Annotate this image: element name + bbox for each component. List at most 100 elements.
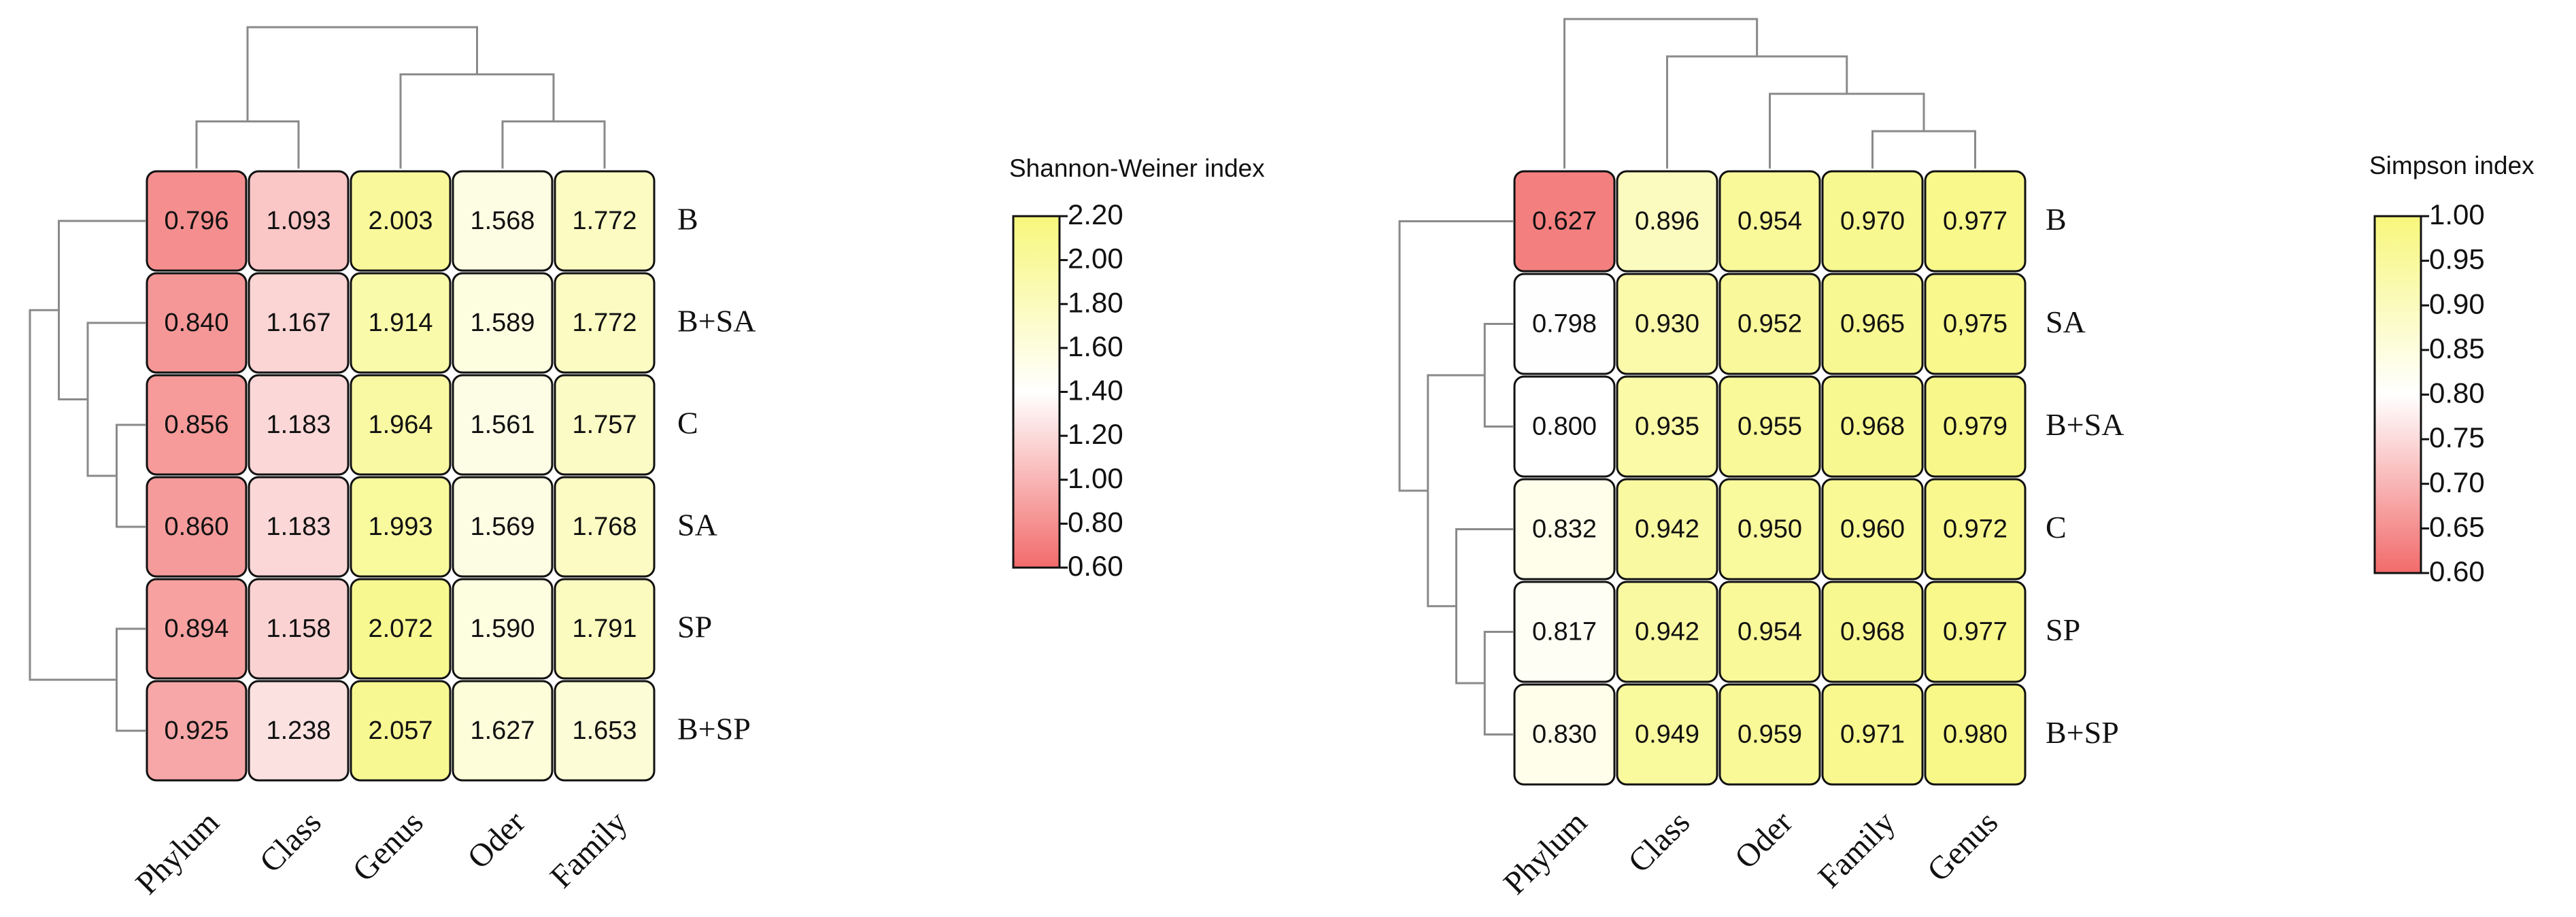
shannon-cell-value: 1.561	[470, 411, 535, 439]
simpson-colorbar	[2373, 215, 2422, 574]
simpson-cell-value: 0.977	[1943, 207, 2007, 236]
shannon-cell-SP-Phylum	[146, 578, 248, 680]
simpson-cell-value: 0.942	[1635, 515, 1699, 544]
simpson-cell-value: 0.942	[1635, 618, 1699, 646]
simpson-cell-value: 0.800	[1532, 413, 1597, 441]
shannon-cell-C-Oder	[452, 374, 554, 476]
simpson-cell-C-Family	[1821, 478, 1924, 581]
simpson-column-label: Class	[1621, 804, 1697, 880]
simpson-legend-title: Simpson index	[2369, 152, 2535, 179]
simpson-cell-B+SP-Phylum	[1513, 683, 1616, 786]
simpson-cell-value: 0.955	[1738, 413, 1802, 441]
simpson-cell-B+SA-Class	[1616, 375, 1718, 478]
shannon-cell-SP-Genus	[350, 578, 452, 680]
simpson-cell-SP-Family	[1821, 581, 1924, 683]
shannon-cell-value: 1.183	[266, 513, 331, 541]
shannon-cell-value: 0.856	[164, 411, 228, 439]
shannon-cell-B-Genus	[350, 170, 452, 272]
simpson-cell-value: 0.935	[1635, 413, 1699, 441]
shannon-cell-B+SP-Family	[554, 680, 656, 782]
shannon-colorbar-tick-label: 1.40	[1068, 375, 1123, 406]
simpson-cell-C-Genus	[1924, 478, 2027, 581]
shannon-column-label: Class	[253, 804, 328, 880]
simpson-cell-value: 0.832	[1532, 515, 1597, 544]
shannon-cell-C-Phylum	[146, 374, 248, 476]
shannon-cell-value: 2.003	[368, 207, 433, 235]
simpson-cell-C-Class	[1616, 478, 1718, 581]
shannon-cell-C-Genus	[350, 374, 452, 476]
simpson-col-dendrogram-branch-2	[1666, 55, 1848, 169]
simpson-cell-B-Genus	[1924, 170, 2027, 273]
shannon-cell-B+SA-Family	[554, 272, 656, 374]
shannon-cell-B-Class	[248, 170, 350, 272]
simpson-cell-SP-Class	[1616, 581, 1718, 683]
shannon-cell-value: 1.590	[470, 615, 535, 643]
simpson-colorbar-tick-label: 0.85	[2429, 332, 2485, 364]
shannon-cell-value: 0.796	[164, 207, 228, 235]
shannon-cell-value: 1.589	[470, 309, 535, 337]
simpson-cell-B+SA-Phylum	[1513, 375, 1616, 478]
shannon-cell-value: 1.183	[266, 411, 331, 439]
simpson-cell-B+SA-Oder	[1718, 375, 1821, 478]
shannon-row-label: B	[677, 202, 698, 237]
shannon-cell-value: 1.993	[368, 513, 433, 541]
simpson-cell-value: 0.930	[1635, 310, 1699, 339]
simpson-row-label: B	[2046, 202, 2067, 237]
simpson-cell-value: 0.627	[1532, 207, 1597, 236]
simpson-cell-B+SP-Class	[1616, 683, 1718, 786]
shannon-colorbar	[1012, 215, 1061, 569]
simpson-cell-value: 0.954	[1738, 207, 1802, 236]
simpson-cell-SA-Genus	[1924, 273, 2027, 375]
shannon-row-label: SP	[677, 610, 712, 644]
shannon-legend-title: Shannon-Weiner index	[1009, 154, 1265, 182]
shannon-cell-value: 1.167	[266, 309, 331, 337]
simpson-cell-B+SP-Oder	[1718, 683, 1821, 786]
simpson-cell-B+SP-Genus	[1924, 683, 2027, 786]
shannon-cell-value: 2.072	[368, 615, 433, 643]
shannon-cell-value: 2.057	[368, 716, 433, 745]
shannon-cell-SP-Family	[554, 578, 656, 680]
shannon-cell-B+SA-Phylum	[146, 272, 248, 374]
shannon-cell-value: 1.772	[572, 207, 637, 235]
simpson-column-label: Family	[1811, 804, 1902, 895]
shannon-row-label: B+SA	[677, 304, 756, 339]
shannon-cell-value: 1.627	[470, 716, 535, 745]
simpson-cell-B-Oder	[1718, 170, 1821, 273]
simpson-cell-value: 0.972	[1943, 515, 2007, 544]
simpson-cell-B+SP-Family	[1821, 683, 1924, 786]
shannon-row-dendrogram-branch-2	[58, 220, 146, 400]
shannon-cell-B+SA-Class	[248, 272, 350, 374]
simpson-cell-value: 0.798	[1532, 310, 1597, 339]
simpson-colorbar-tick-label: 0.90	[2429, 288, 2485, 319]
shannon-cell-B+SA-Oder	[452, 272, 554, 374]
simpson-cell-value: 0.959	[1738, 721, 1802, 749]
shannon-colorbar-tick-label: 1.20	[1068, 418, 1123, 450]
simpson-cell-value: 0.830	[1532, 721, 1597, 749]
simpson-row-label: SA	[2046, 305, 2086, 339]
simpson-col-dendrogram-branch-0	[1871, 130, 1976, 169]
shannon-cell-C-Family	[554, 374, 656, 476]
shannon-cell-SA-Oder	[452, 476, 554, 578]
shannon-colorbar-tick-label: 2.20	[1068, 198, 1123, 230]
shannon-column-label: Oder	[460, 804, 532, 876]
simpson-cell-value: 0.954	[1738, 618, 1802, 646]
simpson-cell-value: 0.949	[1635, 721, 1699, 749]
shannon-row-label: SA	[677, 508, 717, 542]
shannon-column-label: Family	[543, 804, 634, 895]
shannon-cell-B-Family	[554, 170, 656, 272]
shannon-cell-SA-Phylum	[146, 476, 248, 578]
simpson-cell-value: 0.980	[1943, 721, 2007, 749]
shannon-cell-B+SP-Oder	[452, 680, 554, 782]
shannon-cell-value: 1.568	[470, 207, 535, 235]
simpson-cell-value: 0.970	[1840, 207, 1905, 236]
simpson-row-dendrogram-branch-1	[1483, 631, 1513, 736]
shannon-column-label: Genus	[345, 804, 430, 888]
simpson-cell-SA-Phylum	[1513, 273, 1616, 375]
shannon-row-dendrogram-branch-0	[116, 423, 146, 528]
simpson-colorbar-tick-label: 0.60	[2429, 555, 2485, 587]
simpson-colorbar-tick-label: 1.00	[2429, 198, 2485, 230]
simpson-column-label: Phylum	[1497, 804, 1594, 901]
shannon-cell-SP-Oder	[452, 578, 554, 680]
simpson-cell-B-Family	[1821, 170, 1924, 273]
